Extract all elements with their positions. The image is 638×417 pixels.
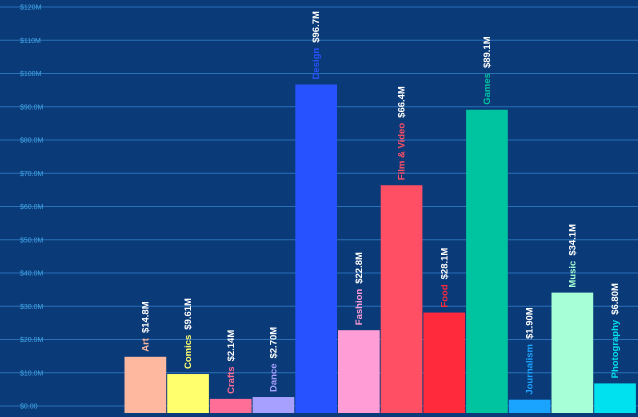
bar-category-label: Dance <box>268 364 279 393</box>
bar-value-label: $89.1M <box>482 36 493 68</box>
bar-music <box>551 292 594 413</box>
bar-category-label: Food <box>439 284 450 307</box>
bar-value-label: $2.14M <box>226 330 237 362</box>
y-tick-label: $20.0M <box>20 337 44 344</box>
bar-category-label: Art <box>140 337 151 352</box>
bar-category-label: Music <box>567 261 578 288</box>
y-tick-label: $110M <box>20 38 41 45</box>
y-tick-label: $80.0M <box>20 138 44 145</box>
bar-value-label: $66.4M <box>397 86 408 118</box>
bar-category-label: Photography <box>610 319 621 378</box>
bar-label: Film & Video $66.4M <box>397 86 408 180</box>
bar-label: Games $89.1M <box>482 36 493 104</box>
bar-journalism <box>508 399 551 413</box>
y-tick-label: $30.0M <box>20 304 44 311</box>
bar-category-label: Design <box>311 48 322 80</box>
bar-value-label: $96.7M <box>311 11 322 43</box>
bar-category-label: Comics <box>183 335 194 369</box>
bar-fashion <box>338 330 380 413</box>
bar-label: Design $96.7M <box>311 11 322 79</box>
bar-photography <box>594 383 636 413</box>
bars <box>124 84 636 414</box>
y-tick-label: $90.0M <box>20 104 44 111</box>
bar-games <box>466 109 508 414</box>
bar-label: Music $34.1M <box>567 224 578 288</box>
bar-comics <box>167 374 209 413</box>
bar-label: Crafts $2.14M <box>226 330 237 394</box>
bar-value-label: $28.1M <box>439 248 450 280</box>
bar-design <box>295 84 337 413</box>
bar-value-label: $2.70M <box>268 327 279 359</box>
bar-label: Art $14.8M <box>140 301 151 352</box>
y-tick-label: $40.0M <box>20 271 44 278</box>
bar-value-label: $6.80M <box>610 283 621 315</box>
y-tick-label: $60.0M <box>20 204 44 211</box>
bar-value-label: $1.90M <box>525 307 536 339</box>
bar-crafts <box>209 398 252 413</box>
bar-value-label: $14.8M <box>140 301 151 333</box>
bar-art <box>124 356 167 413</box>
bar-category-label: Journalism <box>525 344 536 395</box>
y-tick-label: $0.00 <box>20 404 38 411</box>
bar-label: Food $28.1M <box>439 248 450 308</box>
bar-category-label: Fashion <box>354 289 365 326</box>
y-tick-label: $120M <box>20 5 42 12</box>
y-tick-label: $10.0M <box>20 370 44 377</box>
bar-label: Comics $9.61M <box>183 298 194 369</box>
bar-label: Dance $2.70M <box>268 327 279 392</box>
bar-category-label: Film & Video <box>397 123 408 181</box>
bar-value-label: $22.8M <box>354 252 365 284</box>
bar-labels: Art $14.8M Comics $9.61M Crafts $2.14M Dance $2… <box>140 11 621 395</box>
bar-label: Journalism $1.90M <box>525 307 536 394</box>
y-tick-label: $70.0M <box>20 171 44 178</box>
bar-dance <box>252 397 295 413</box>
bar-label: Photography $6.80M <box>610 283 621 378</box>
bar-category-label: Crafts <box>226 366 237 393</box>
y-tick-label: $100M <box>20 71 42 78</box>
y-axis-tick-labels: $0.00 $10.0M $20.0M $30.0M $40.0M $50.0M $60.0… <box>20 5 44 411</box>
bar-category-label: Games <box>482 73 493 105</box>
bar-film-video <box>380 185 423 413</box>
y-tick-label: $50.0M <box>20 237 44 244</box>
bar-value-label: $9.61M <box>183 298 194 330</box>
bar-food <box>423 312 466 413</box>
bar-value-label: $34.1M <box>567 224 578 256</box>
bar-label: Fashion $22.8M <box>354 252 365 325</box>
